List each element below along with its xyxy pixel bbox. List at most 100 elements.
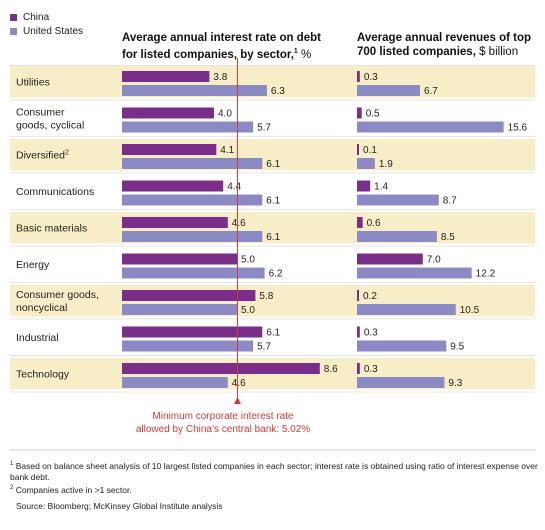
- data-label-revenue-us: 10.5: [460, 305, 480, 316]
- row-band: [10, 139, 535, 171]
- bar-interest-china: [122, 326, 263, 338]
- bar-revenue-us: [357, 304, 456, 315]
- bar-interest-china: [122, 71, 210, 82]
- data-label-interest-china: 3.8: [213, 72, 227, 83]
- bar-interest-us: [122, 377, 228, 388]
- data-label-revenue-china: 1.4: [374, 182, 388, 193]
- bar-revenue-china: [357, 363, 360, 374]
- data-label-interest-us: 5.7: [257, 123, 271, 134]
- revenue-unit: $ billion: [479, 46, 519, 58]
- data-label-interest-china: 5.8: [259, 291, 273, 302]
- bar-revenue-us: [357, 377, 445, 388]
- footnote-1-mark: 1: [10, 461, 14, 467]
- bar-revenue-us: [357, 194, 439, 206]
- legend-label-us: United States: [23, 25, 84, 37]
- interest-rate-unit: %: [301, 48, 312, 61]
- data-label-revenue-china: 0.3: [364, 328, 378, 339]
- interest-rate-title-line1: Average annual interest rate on debt: [122, 32, 321, 44]
- footnote-2: 2 Companies active in >1 sector.: [10, 483, 540, 496]
- revenue-chart-title: Average annual revenues of top 700 liste…: [357, 31, 531, 59]
- bar-interest-us: [122, 340, 254, 352]
- category-label: goods, cyclical: [16, 119, 84, 131]
- data-label-interest-us: 5.0: [241, 305, 255, 316]
- source-note: Source: Bloomberg; McKinsey Global Insti…: [16, 501, 223, 511]
- revenue-title-line2-text: 700 listed companies,: [357, 46, 476, 58]
- revenue-title-line2: 700 listed companies, $ billion: [357, 45, 531, 59]
- category-footnote-mark: 2: [65, 149, 69, 156]
- category-label: Technology: [16, 368, 70, 380]
- bar-revenue-us: [357, 340, 447, 352]
- bar-revenue-us: [357, 231, 437, 242]
- data-label-interest-us: 5.7: [257, 342, 271, 353]
- minimum-rate-annotation: Minimum corporate interest rate allowed …: [133, 410, 313, 436]
- legend-label-china: China: [23, 11, 50, 23]
- minimum-rate-line2: allowed by China’s central bank: 5.02%: [135, 424, 311, 435]
- bar-interest-china: [122, 180, 224, 192]
- data-label-revenue-china: 0.3: [364, 72, 378, 83]
- bar-interest-china: [122, 144, 217, 155]
- data-label-revenue-us: 6.7: [424, 86, 438, 97]
- data-label-revenue-us: 12.2: [476, 269, 496, 280]
- bar-revenue-china: [357, 290, 359, 301]
- legend-swatch-china: [10, 13, 17, 21]
- data-label-revenue-china: 0.1: [363, 145, 377, 156]
- bar-interest-china: [122, 253, 237, 265]
- legend: China United States: [10, 10, 83, 38]
- data-label-interest-us: 6.1: [266, 232, 280, 243]
- data-label-interest-china: 4.6: [232, 218, 246, 229]
- interest-rate-title-line2-text: for listed companies, by sector,: [122, 48, 294, 61]
- data-label-revenue-us: 1.9: [379, 159, 393, 170]
- data-label-revenue-china: 0.6: [367, 218, 381, 229]
- data-label-interest-china: 5.0: [241, 255, 255, 266]
- data-label-interest-china: 4.4: [227, 182, 241, 193]
- bar-revenue-china: [357, 180, 371, 192]
- data-label-revenue-us: 9.5: [450, 342, 464, 353]
- data-label-interest-china: 6.1: [266, 328, 280, 339]
- category-label: Communications: [16, 186, 94, 198]
- bar-interest-us: [122, 158, 263, 169]
- data-label-interest-china: 4.1: [220, 145, 234, 156]
- legend-item-china: China: [10, 10, 83, 24]
- bar-interest-us: [122, 304, 237, 315]
- bar-interest-us: [122, 267, 265, 279]
- bar-interest-us: [122, 231, 263, 242]
- bar-revenue-china: [357, 107, 362, 119]
- bar-revenue-us: [357, 267, 472, 279]
- data-label-revenue-china: 0.2: [363, 291, 377, 302]
- bar-revenue-china: [357, 71, 360, 82]
- footnote-2-text: Companies active in >1 sector.: [15, 484, 132, 495]
- data-label-revenue-china: 0.3: [364, 364, 378, 375]
- footnotes: 1 Based on balance sheet analysis of 10 …: [10, 459, 540, 496]
- footnote-1-text: Based on balance sheet analysis of 10 la…: [10, 460, 538, 482]
- category-label: Basic materials: [16, 222, 87, 234]
- data-label-interest-us: 6.1: [266, 159, 280, 170]
- bar-revenue-us: [357, 121, 504, 133]
- data-label-revenue-us: 8.7: [443, 196, 457, 207]
- legend-item-us: United States: [10, 24, 83, 38]
- interest-rate-chart-title: Average annual interest rate on debt for…: [122, 31, 321, 62]
- category-label: Consumer goods,: [16, 289, 99, 301]
- bar-interest-china: [122, 363, 320, 374]
- row-band: [10, 212, 535, 244]
- bar-revenue-china: [357, 144, 359, 155]
- data-label-revenue-us: 9.3: [448, 378, 462, 389]
- category-label: Utilities: [16, 76, 50, 88]
- minimum-rate-marker: [233, 397, 241, 404]
- bar-interest-china: [122, 107, 214, 119]
- data-label-interest-china: 4.0: [218, 109, 232, 120]
- data-label-revenue-china: 7.0: [427, 255, 441, 266]
- bar-revenue-us: [357, 158, 375, 169]
- minimum-rate-line1: Minimum corporate interest rate: [152, 411, 294, 422]
- interest-rate-title-line2: for listed companies, by sector,1 %: [122, 45, 321, 62]
- footnote-2-mark: 2: [10, 484, 14, 491]
- bar-interest-us: [122, 121, 254, 133]
- legend-swatch-us: [10, 27, 17, 35]
- bar-interest-us: [122, 85, 267, 96]
- data-label-interest-us: 6.3: [271, 86, 285, 97]
- data-label-revenue-china: 0.5: [366, 109, 380, 120]
- footnote-1: 1 Based on balance sheet analysis of 10 …: [10, 459, 540, 483]
- bar-revenue-china: [357, 217, 363, 228]
- category-label: Consumer: [16, 106, 65, 118]
- bar-interest-china: [122, 217, 228, 228]
